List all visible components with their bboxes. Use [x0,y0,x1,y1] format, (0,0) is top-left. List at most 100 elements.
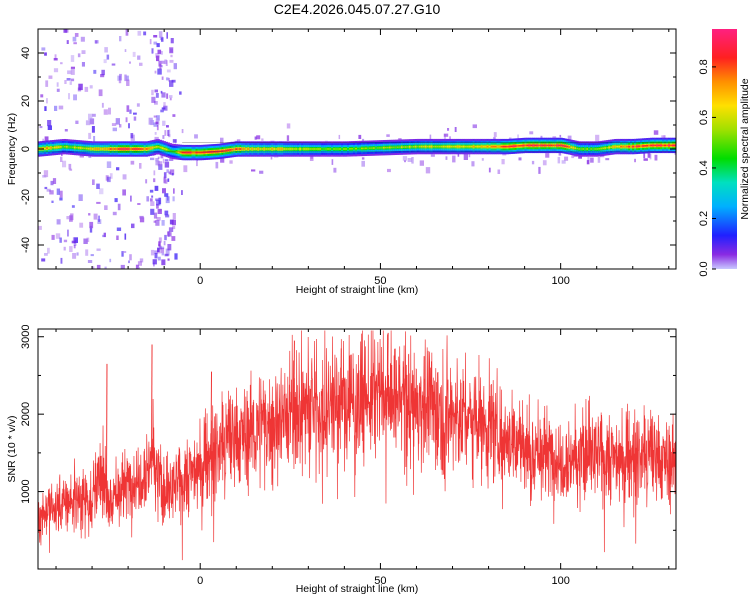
noise-speck [169,47,174,54]
signal-band-cell [636,145,639,148]
signal-band-cell [652,144,655,147]
noise-speck [157,209,162,214]
noise-speck [220,157,225,163]
noise-speck [131,223,135,229]
signal-band-cell [67,146,71,148]
signal-band-cell [570,146,573,149]
signal-band-cell [327,148,330,150]
signal-band-cell [414,145,418,148]
colorbar-tick-label: 0.4 [698,160,710,175]
signal-band-cell [540,144,543,147]
noise-speck [100,74,105,78]
signal-band-cell [271,148,274,150]
colorbar-gradient [712,29,737,269]
signal-band-cell [179,151,182,154]
signal-band-cell [404,146,408,148]
signal-band-cell [512,145,515,148]
noise-speck [139,258,144,263]
noise-speck [493,132,497,137]
noise-speck [53,68,59,73]
noise-speck [172,139,177,143]
noise-speck [542,160,547,166]
signal-band-cell [249,148,252,150]
noise-speck [40,94,44,98]
noise-speck [101,69,105,76]
spectrogram-ytick-label: 0 [20,146,32,152]
noise-speck [674,151,676,155]
noise-speck [445,156,448,160]
signal-band-cell [392,146,396,149]
signal-band-cell [123,148,127,150]
colorbar-tick-label: 0.6 [698,110,710,125]
signal-band-cell [618,145,621,148]
signal-band-cell [406,146,410,148]
noise-speck [169,48,173,53]
noise-speck [46,98,48,104]
noise-speck [139,217,145,223]
noise-speck [150,249,155,256]
signal-band-cell [261,148,264,150]
noise-speck [169,158,174,161]
signal-band-cell [131,148,134,150]
signal-band-cell [55,146,59,149]
noise-speck [90,254,94,257]
noise-speck [160,109,164,113]
noise-speck [109,258,112,263]
noise-speck [103,232,106,238]
noise-speck [558,151,562,156]
noise-speck [168,77,170,82]
signal-band-cell [303,148,306,150]
noise-speck [139,215,144,219]
noise-speck [88,213,91,216]
signal-band-cell [508,145,511,148]
noise-speck [156,217,161,221]
noise-speck [92,266,95,269]
signal-band-cell [670,144,673,147]
noise-speck [158,237,162,243]
noise-speck [168,134,171,138]
noise-speck [98,215,100,222]
noise-speck [425,167,431,174]
noise-speck [286,123,291,129]
spectrogram-xtick-label: 0 [197,275,203,287]
signal-band-cell [528,144,531,147]
noise-speck [236,139,241,144]
noise-speck [158,60,162,67]
signal-band-cell [137,148,140,150]
signal-band-cell [343,148,346,150]
noise-speck [104,205,108,210]
noise-speck [166,93,169,99]
snr-line [38,330,676,561]
signal-band-cell [347,148,350,150]
noise-speck [172,196,175,202]
snr-ytick-label: 1000 [20,479,32,503]
noise-speck [72,36,77,42]
signal-band-cell [107,148,111,150]
signal-band-cell [201,151,204,154]
signal-band-cell [315,148,318,150]
snr-series [38,330,676,561]
signal-band-cell [566,145,569,148]
noise-speck [171,173,174,176]
noise-speck [111,63,116,66]
spectrogram-axes: -40 -20 0 20 40 0 50 100 [20,28,676,287]
noise-speck [101,102,104,108]
noise-speck [447,128,450,131]
snr-spike [210,371,213,456]
noise-speck [634,158,636,163]
signal-band-cell [602,147,605,150]
noise-speck [181,190,183,195]
signal-band-cell [333,148,336,150]
noise-speck [103,59,107,64]
noise-speck [64,80,67,84]
noise-speck [158,241,161,247]
signal-band-cell [255,148,258,150]
noise-speck [99,188,104,195]
noise-speck [59,197,63,201]
noise-speck [174,253,178,260]
noise-speck [181,129,184,134]
signal-band-cell [516,145,519,147]
signal-band-cell [357,147,360,150]
snr-ytick-label: 3000 [20,324,32,348]
